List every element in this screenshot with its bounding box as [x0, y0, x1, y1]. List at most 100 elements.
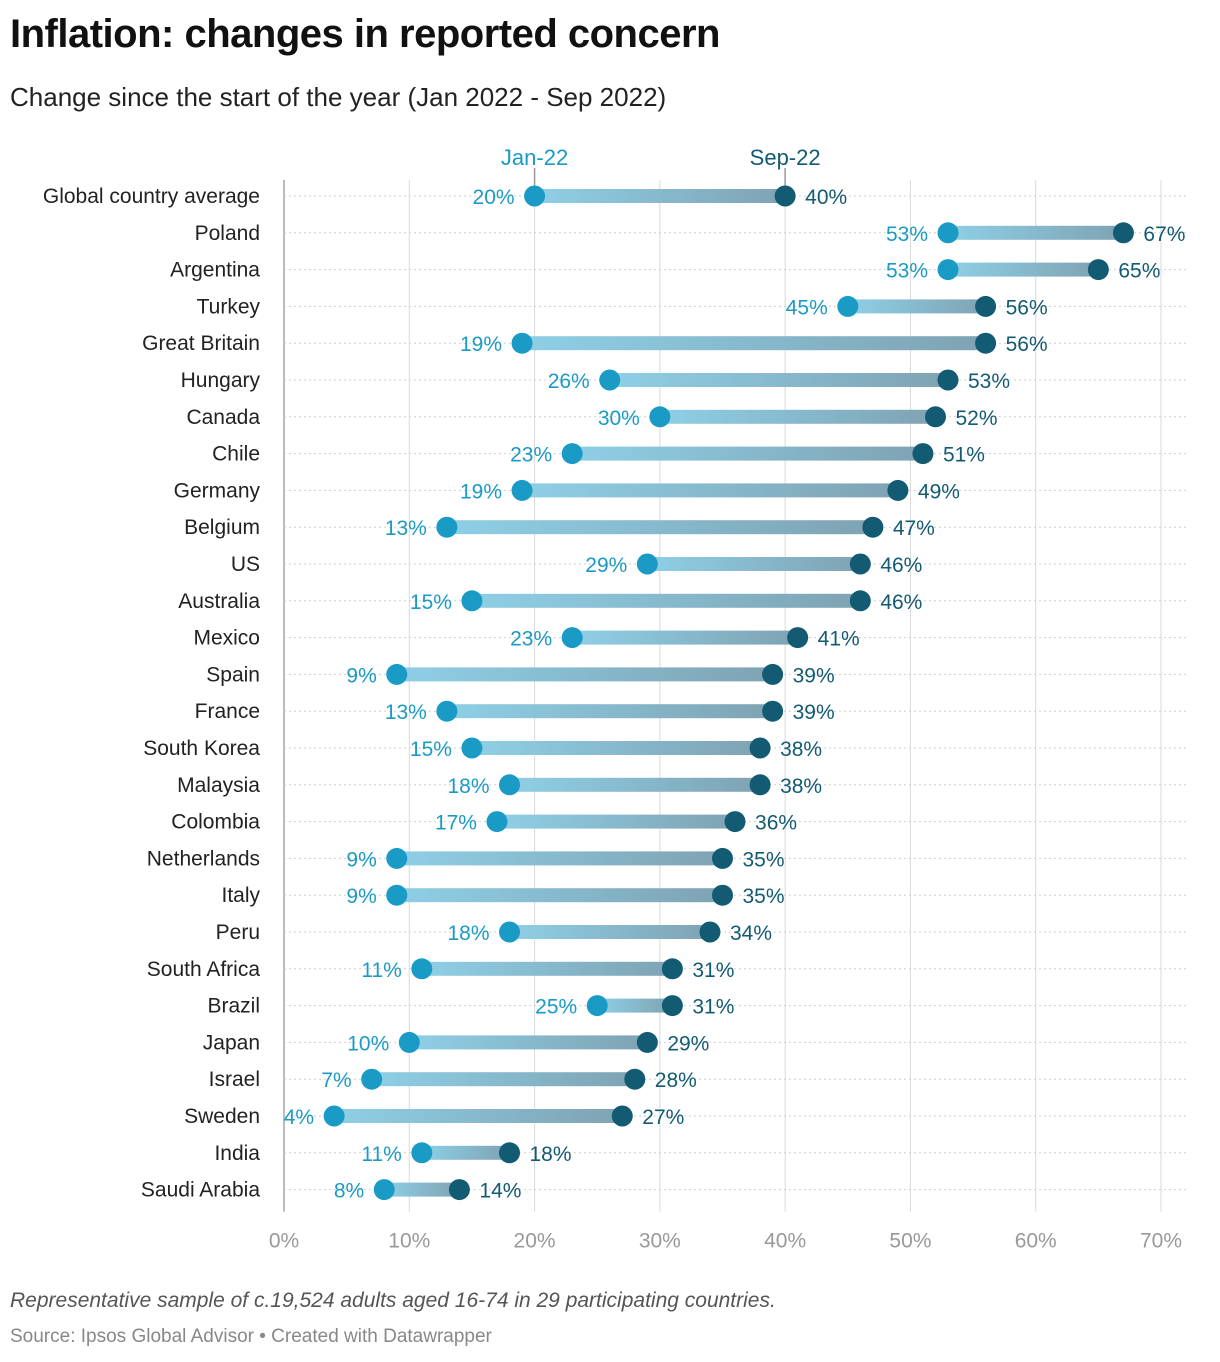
jan-22-value-label: 9%: [346, 848, 376, 871]
chart-row: Brazil 25% 31%: [207, 995, 1189, 1019]
range-bar: [409, 1035, 648, 1050]
x-tick-label: 40%: [764, 1230, 806, 1253]
jan-22-dot: [649, 406, 671, 428]
category-label: Chile: [212, 443, 260, 466]
chart-title: Inflation: changes in reported concern: [10, 12, 720, 56]
jan-22-value-label: 53%: [886, 223, 928, 246]
x-tick-label: 10%: [388, 1230, 430, 1253]
sep-22-dot: [661, 958, 683, 980]
range-bar: [522, 336, 986, 351]
range-bar: [471, 741, 761, 755]
jan-22-dot: [411, 958, 433, 980]
jan-22-dot: [586, 995, 608, 1017]
sep-22-dot: [762, 700, 784, 722]
x-tick-label: 70%: [1140, 1230, 1182, 1253]
range-bar: [421, 1145, 510, 1160]
chart-row: Colombia 17% 36%: [171, 811, 1189, 835]
sep-22-dot: [975, 295, 997, 317]
sep-22-value-label: 51%: [943, 444, 985, 467]
range-bar: [534, 189, 786, 203]
category-label: Sweden: [184, 1105, 260, 1128]
sep-22-dot: [937, 369, 959, 391]
sep-22-value-label: 39%: [793, 664, 835, 687]
sep-22-value-label: 40%: [805, 186, 847, 209]
chart-row: Malaysia 18% 38%: [177, 774, 1189, 798]
range-bar: [509, 777, 761, 792]
chart-row: Saudi Arabia 8% 14%: [141, 1179, 1189, 1203]
jan-22-value-label: 13%: [385, 517, 427, 540]
chart-row: Japan 10% 29%: [203, 1031, 1189, 1055]
sep-22-dot: [762, 663, 784, 685]
jan-22-dot: [436, 700, 458, 722]
jan-22-value-label: 10%: [347, 1032, 389, 1055]
sep-22-dot: [774, 185, 796, 207]
range-bar: [371, 1072, 635, 1087]
jan-22-dot: [511, 479, 533, 501]
sep-22-value-label: 53%: [968, 370, 1010, 393]
category-label: Argentina: [170, 259, 260, 282]
jan-22-value-label: 9%: [346, 885, 376, 908]
sep-22-value-label: 39%: [793, 701, 835, 724]
category-label: France: [195, 700, 260, 723]
sep-22-dot: [712, 884, 733, 906]
category-label: Malaysia: [177, 774, 260, 797]
category-label: Colombia: [171, 811, 260, 834]
chart-row: Italy 9% 35%: [221, 884, 1189, 908]
jan-22-value-label: 17%: [435, 812, 477, 835]
jan-22-dot: [323, 1105, 345, 1127]
category-label: US: [231, 553, 260, 576]
category-label: Global country average: [43, 185, 260, 208]
sep-22-value-label: 31%: [692, 996, 734, 1019]
chart-row: Mexico 23% 41%: [193, 627, 1189, 651]
sep-22-dot: [611, 1105, 633, 1127]
sep-22-dot: [624, 1068, 646, 1090]
chart-row: Hungary 26% 53%: [181, 369, 1189, 393]
jan-22-dot: [599, 369, 621, 391]
jan-22-value-label: 15%: [410, 738, 452, 761]
category-label: Australia: [178, 590, 260, 613]
sep-22-value-label: 47%: [893, 517, 935, 540]
sep-22-value-label: 38%: [780, 775, 822, 798]
sep-22-value-label: 65%: [1118, 260, 1160, 283]
range-bar: [609, 373, 949, 387]
jan-22-dot: [524, 185, 546, 207]
jan-22-value-label: 19%: [460, 480, 502, 503]
sep-22-value-label: 52%: [955, 407, 997, 430]
sep-22-value-label: 36%: [755, 812, 797, 835]
jan-22-dot: [386, 663, 408, 685]
chart-row: Turkey 45% 56%: [197, 295, 1189, 319]
sep-22-dot: [862, 516, 884, 538]
sep-22-dot: [912, 443, 934, 465]
jan-22-dot: [561, 627, 583, 649]
jan-22-value-label: 45%: [786, 296, 828, 319]
chart-row: Spain 9% 39%: [206, 663, 1189, 687]
range-bar: [446, 520, 873, 535]
sep-22-dot: [924, 406, 946, 428]
range-bar: [647, 557, 861, 571]
range-bar: [572, 446, 923, 461]
range-bar: [421, 961, 673, 976]
sep-22-dot: [636, 1031, 658, 1053]
category-label: Peru: [216, 921, 260, 944]
sep-22-dot: [849, 553, 871, 575]
sep-22-value-label: 28%: [655, 1069, 697, 1092]
chart-row: Great Britain 19% 56%: [142, 332, 1189, 356]
sep-22-dot: [749, 737, 771, 759]
sep-22-value-label: 27%: [642, 1106, 684, 1129]
jan-22-value-label: 13%: [385, 701, 427, 724]
jan-22-value-label: 4%: [284, 1106, 314, 1129]
jan-22-value-label: 11%: [361, 1143, 401, 1166]
jan-22-dot: [461, 590, 483, 612]
dumbbell-chart: Jan-22 Sep-22 Global country average 20% 40…: [43, 145, 1189, 1253]
chart-row: Chile 23% 51%: [212, 443, 1189, 467]
sep-22-dot: [787, 627, 809, 649]
jan-22-dot: [636, 553, 658, 575]
chart-row: France 13% 39%: [195, 700, 1189, 724]
chart-row: India 11% 18%: [214, 1142, 1189, 1166]
footnote: Representative sample of c.19,524 adults…: [10, 1289, 776, 1312]
range-bar: [572, 630, 798, 645]
sep-22-value-label: 41%: [818, 628, 860, 651]
sep-22-value-label: 56%: [1006, 296, 1048, 319]
range-bar: [334, 1109, 623, 1123]
range-bar: [396, 851, 723, 866]
